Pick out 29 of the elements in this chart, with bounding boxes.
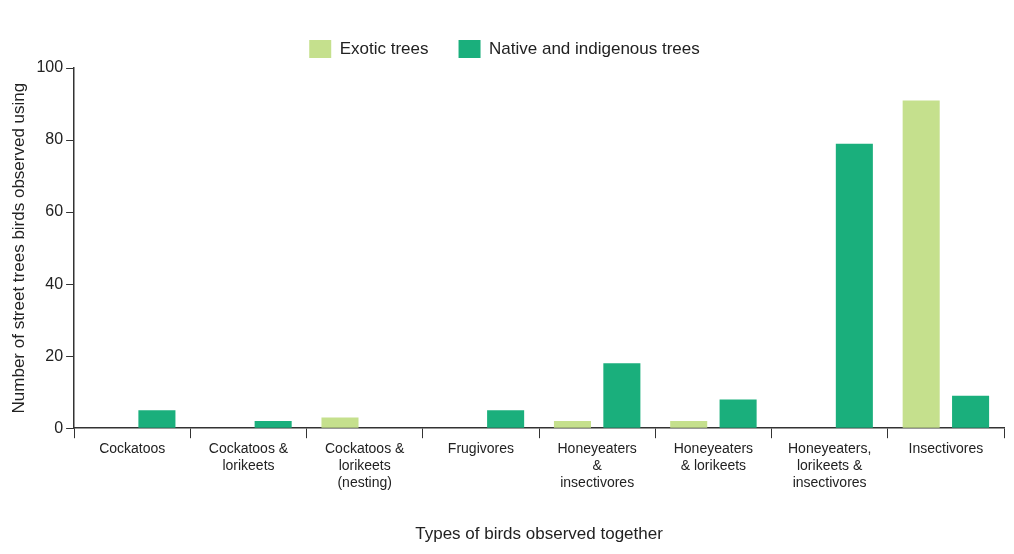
bar bbox=[553, 421, 591, 428]
x-tick-label: Insectivores bbox=[908, 440, 984, 457]
y-tick-label: 20 bbox=[45, 346, 64, 364]
x-axis-title: Types of birds observed together bbox=[415, 524, 664, 544]
bar bbox=[603, 363, 641, 428]
bar bbox=[719, 399, 757, 428]
bar bbox=[138, 410, 176, 428]
y-tick-label: 80 bbox=[45, 130, 64, 148]
bar bbox=[487, 410, 525, 428]
y-tick-label: 100 bbox=[36, 58, 64, 76]
legend-label: Native and indigenous trees bbox=[489, 38, 700, 58]
y-axis-title: Number of street trees birds observed using bbox=[8, 82, 28, 414]
x-tick-label: Cockatoos bbox=[99, 440, 166, 457]
bar bbox=[321, 417, 359, 428]
legend-label: Exotic trees bbox=[339, 38, 429, 58]
y-tick-label: 0 bbox=[54, 418, 64, 436]
x-tick-label: Cockatoos & lorikeets (nesting) bbox=[325, 440, 406, 491]
x-tick-label: Honeyeaters & lorikeets bbox=[673, 440, 754, 474]
x-tick-label: Honeyeaters, lorikeets & insectivores bbox=[788, 440, 872, 491]
bar bbox=[952, 395, 990, 428]
x-tick-label: Frugivores bbox=[447, 440, 514, 457]
bar bbox=[254, 421, 292, 428]
x-tick-label: Honeyeaters & insectivores bbox=[557, 440, 637, 491]
x-tick-label: Cockatoos & lorikeets bbox=[208, 440, 289, 474]
y-tick-label: 40 bbox=[45, 274, 64, 292]
bar bbox=[670, 421, 708, 428]
bar bbox=[835, 143, 873, 428]
y-tick-label: 60 bbox=[45, 202, 64, 220]
bar bbox=[902, 100, 940, 428]
